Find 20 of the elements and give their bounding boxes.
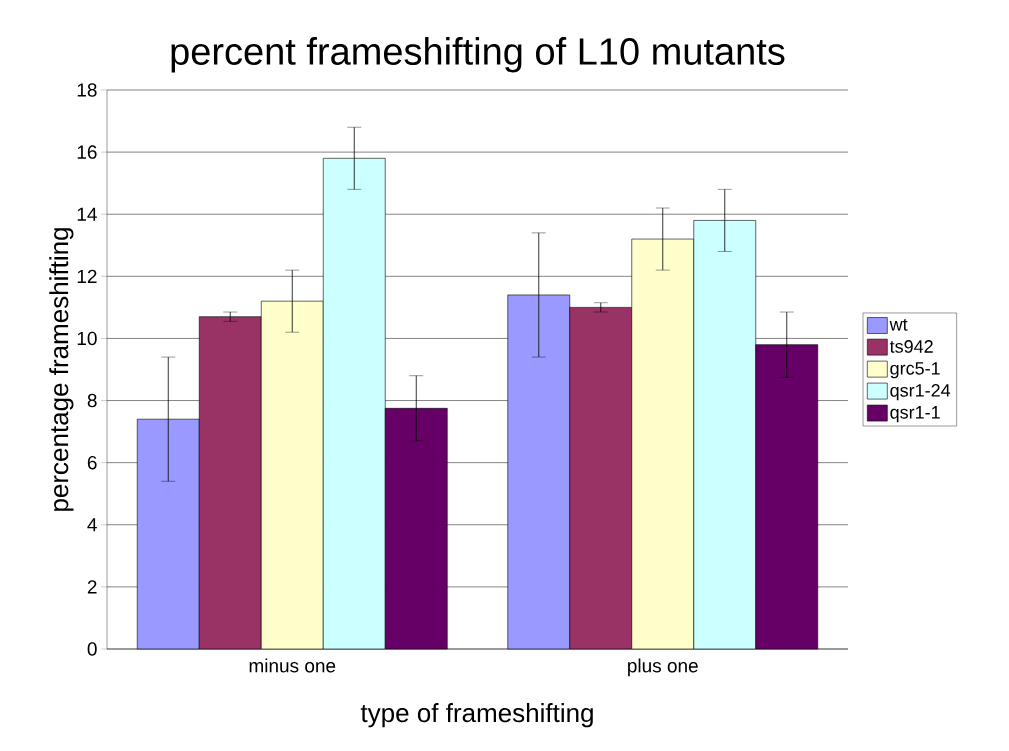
legend-label: wt: [889, 318, 908, 331]
x-tick-label: plus one: [628, 658, 698, 677]
y-tick-label: 12: [77, 269, 97, 283]
y-tick-label: 10: [77, 331, 97, 346]
legend-label: ts942: [889, 340, 933, 353]
x-axis-title: type of frameshifting: [360, 703, 593, 728]
legend-label: qsr1-1: [890, 406, 940, 423]
y-tick-label: 16: [77, 145, 97, 159]
y-tick-label: 8: [87, 393, 97, 408]
y-tick-label: 0: [87, 642, 97, 656]
legend-label: grc5-1: [890, 362, 940, 379]
x-tick-label: minus one: [249, 658, 336, 673]
legend-label: qsr1-24: [890, 384, 951, 401]
y-tick-label: 18: [77, 83, 97, 97]
y-tick-label: 4: [87, 518, 97, 532]
y-tick-label: 14: [77, 207, 97, 221]
y-tick-label: 6: [87, 455, 97, 470]
y-tick-label: 2: [87, 580, 97, 594]
chart-title: percent frameshifting of L10 mutants: [171, 37, 785, 73]
y-axis-title: percentage frameshifting: [49, 228, 74, 511]
